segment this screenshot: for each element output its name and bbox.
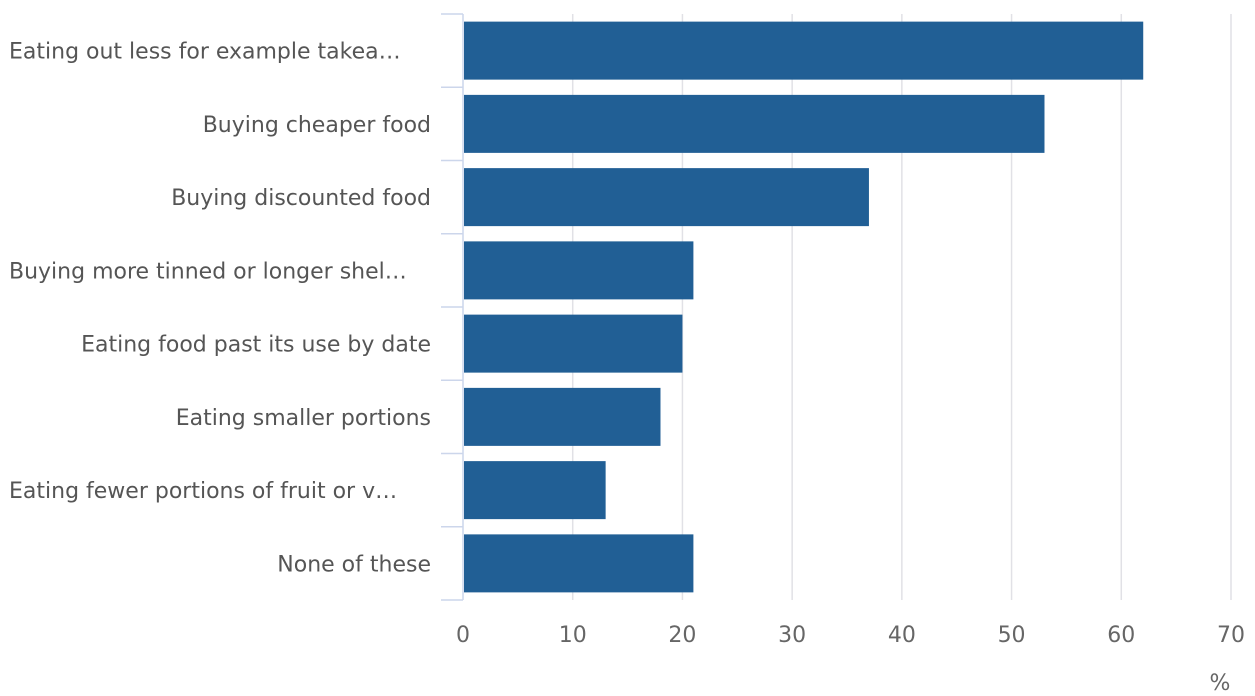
category-label: Buying more tinned or longer shel… — [9, 259, 407, 284]
category-label: Buying cheaper food — [203, 113, 431, 138]
bar[interactable]: Eating out less for example takea…: 62 — [464, 21, 1144, 80]
bar[interactable]: Eating smaller portions: 18 — [464, 387, 661, 446]
x-tick-label: 50 — [998, 623, 1026, 648]
category-label: None of these — [277, 552, 431, 577]
category-label: Eating fewer portions of fruit or v… — [9, 479, 397, 504]
bar[interactable]: Buying more tinned or longer shel…: 21 — [464, 241, 694, 300]
category-label: Eating food past its use by date — [81, 333, 431, 358]
bar[interactable]: Eating food past its use by date: 20 — [464, 314, 683, 373]
category-label: Buying discounted food — [171, 186, 431, 211]
x-axis-title: % — [1210, 671, 1231, 692]
category-label: Eating out less for example takea… — [9, 40, 401, 65]
x-tick-label: 20 — [668, 623, 696, 648]
x-tick-label: 40 — [888, 623, 916, 648]
bar[interactable]: Buying cheaper food: 53 — [464, 94, 1045, 153]
bar[interactable]: Buying discounted food: 37 — [464, 168, 869, 227]
y-axis — [441, 13, 464, 601]
bar[interactable]: None of these: 21 — [464, 534, 694, 593]
x-tick-label: 70 — [1217, 623, 1245, 648]
category-label: Eating smaller portions — [176, 406, 431, 431]
bar[interactable]: Eating fewer portions of fruit or v…: 13 — [464, 461, 606, 520]
x-tick-label: 30 — [778, 623, 806, 648]
category-labels: Eating out less for example takea… Buying… — [9, 40, 431, 578]
x-tick-labels: 0 10 20 30 40 50 60 70 — [456, 623, 1245, 648]
bars: Eating out less for example takea…: 62 Bu… — [464, 21, 1144, 593]
x-tick-label: 10 — [559, 623, 587, 648]
x-tick-label: 60 — [1107, 623, 1135, 648]
x-tick-label: 0 — [456, 623, 470, 648]
